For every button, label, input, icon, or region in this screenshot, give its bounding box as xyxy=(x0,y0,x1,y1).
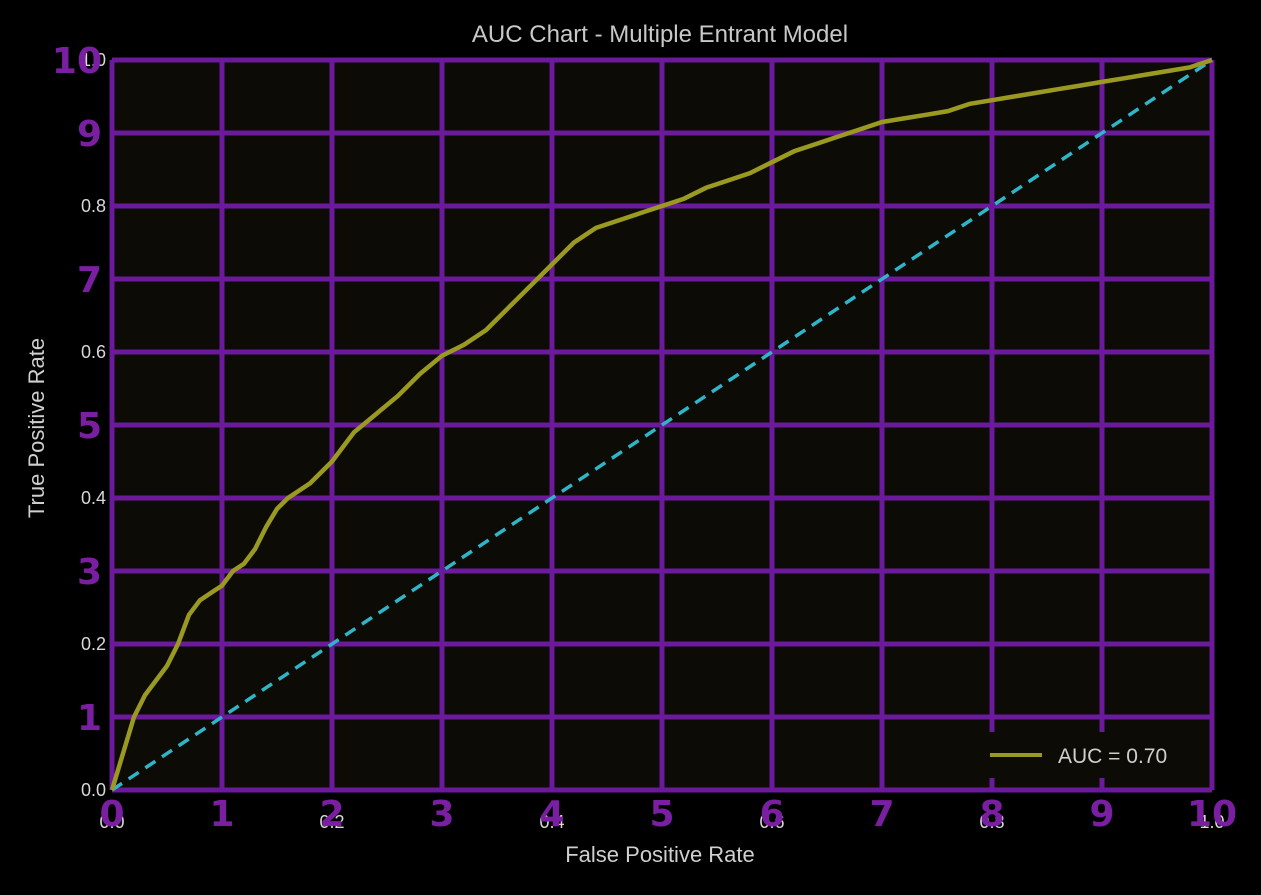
y-tick-label: 0.8 xyxy=(81,196,106,216)
reference-diagonal xyxy=(111,58,1213,792)
y-overlay-tick-label: 5 xyxy=(77,406,102,447)
x-overlay-tick-label: 4 xyxy=(539,794,564,835)
roc-curve-layer xyxy=(109,57,1213,791)
x-axis-label: False Positive Rate xyxy=(565,842,755,867)
x-overlay-tick-label: 2 xyxy=(319,794,344,835)
x-overlay-tick-label: 1 xyxy=(209,794,234,835)
x-tick-label: 0.4 xyxy=(539,812,564,832)
legend-entry-label: AUC = 0.70 xyxy=(1058,745,1167,768)
x-overlay-tick-label: 8 xyxy=(979,794,1004,835)
x-overlay-tick-label: 3 xyxy=(429,794,454,835)
legend: AUC = 0.70 xyxy=(978,732,1198,778)
x-overlay-tick-label: 9 xyxy=(1089,794,1114,835)
diagonal-reference-line xyxy=(111,58,1213,792)
y-tick-label: 0.0 xyxy=(81,780,106,800)
y-tick-label: 0.6 xyxy=(81,342,106,362)
y-overlay-tick-label: 1 xyxy=(77,698,102,739)
x-overlay-tick-label: 10 xyxy=(1187,794,1237,835)
y-overlay-tick-label: 3 xyxy=(77,552,102,593)
x-tick-label: 1.0 xyxy=(1199,812,1224,832)
y-overlay-tick-label: 7 xyxy=(77,260,102,301)
x-tick-label: 0.0 xyxy=(99,812,124,832)
y-tick-label: 1.0 xyxy=(81,50,106,70)
x-overlay-tick-label: 5 xyxy=(649,794,674,835)
x-overlay-tick-label: 0 xyxy=(99,794,124,835)
x-tick-label: 0.8 xyxy=(979,812,1004,832)
x-overlay-tick-label: 6 xyxy=(759,794,784,835)
x-overlay-tick-label: 7 xyxy=(869,794,894,835)
y-tick-label: 0.4 xyxy=(81,488,106,508)
y-overlay-tick-label: 10 xyxy=(52,41,102,82)
y-axis-label: True Positive Rate xyxy=(24,338,49,518)
y-tick-label: 0.2 xyxy=(81,634,106,654)
x-tick-label: 0.2 xyxy=(319,812,344,832)
roc-curve-line xyxy=(109,57,1213,791)
tick-labels: 0.0 0.2 0.4 0.6 0.8 1.0 0.0 0.2 0.4 0.6 0.8 1.0 0 1 2 3… xyxy=(52,41,1237,835)
x-tick-label: 0.6 xyxy=(759,812,784,832)
chart-title: AUC Chart - Multiple Entrant Model xyxy=(472,21,848,48)
y-overlay-tick-label: 9 xyxy=(77,114,102,155)
